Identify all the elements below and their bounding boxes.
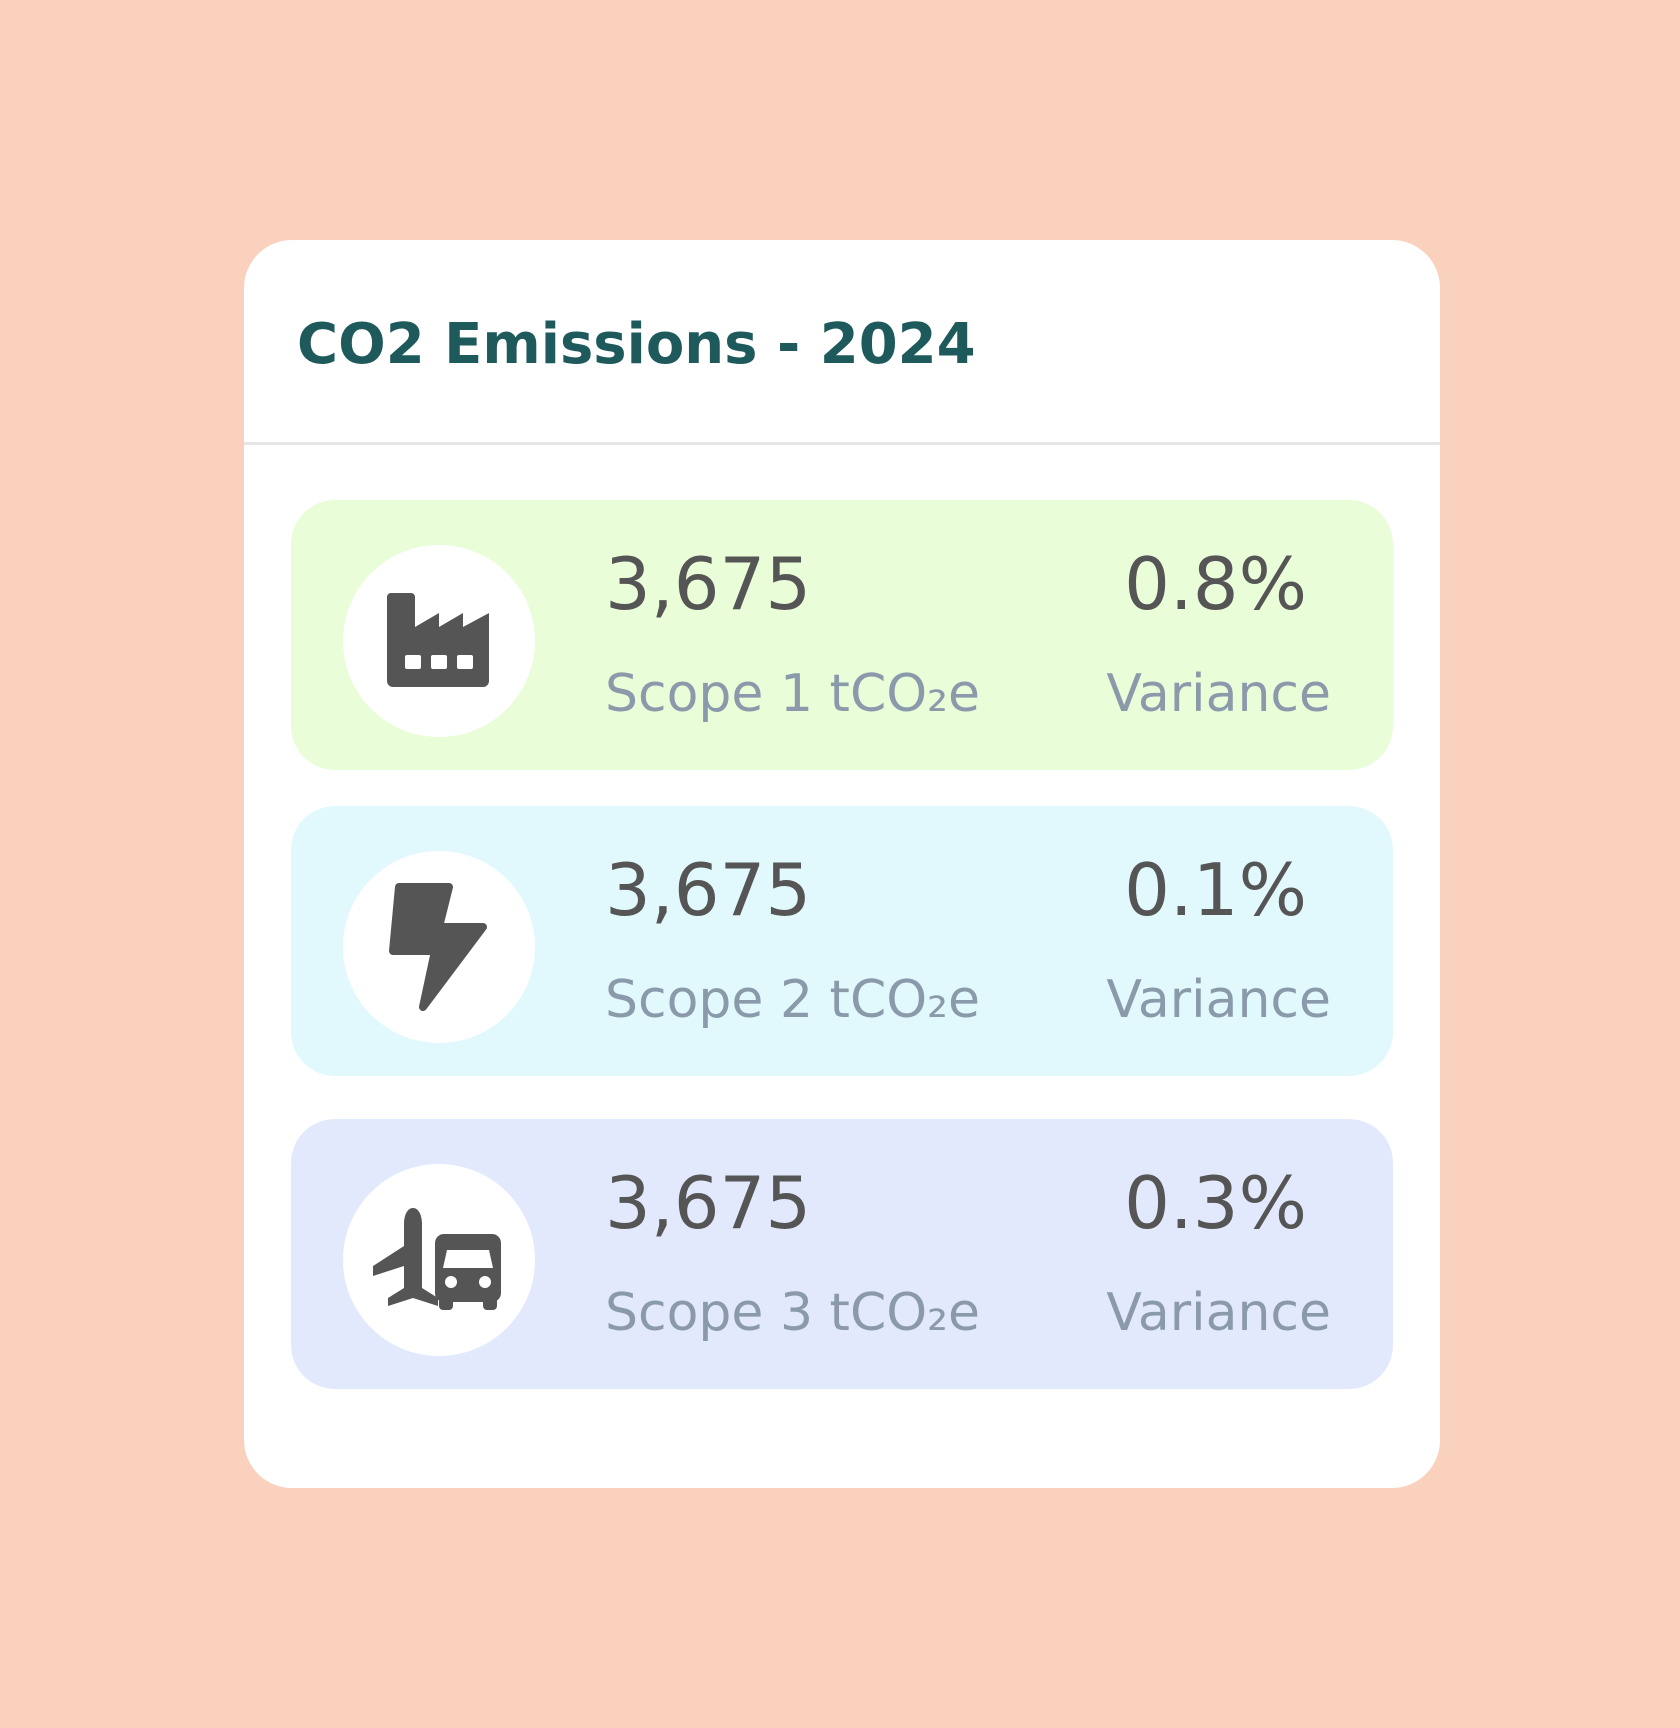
scope-1-label: Scope 1 tCO₂e [605,664,981,724]
scope-3-value: 3,675 [605,1161,812,1245]
lightning-icon [389,883,487,1011]
scope-1-row: 3,675 Scope 1 tCO₂e 0.8% Variance [291,500,1393,770]
scope-3-icon-circle [343,1164,535,1356]
scope-1-variance-label: Variance [1106,664,1331,724]
card-title: CO2 Emissions - 2024 [297,312,976,377]
scope-2-label: Scope 2 tCO₂e [605,970,981,1030]
factory-icon [387,593,489,687]
scope-3-label: Scope 3 tCO₂e [605,1283,981,1343]
scope-3-row: 3,675 Scope 3 tCO₂e 0.3% Variance [291,1119,1393,1389]
scope-3-variance-label: Variance [1106,1283,1331,1343]
scope-1-icon-circle [343,545,535,737]
plane-truck-icon [373,1208,501,1310]
card-header: CO2 Emissions - 2024 [244,240,1440,445]
scope-2-value: 3,675 [605,848,812,932]
scope-3-variance-value: 0.3% [1124,1161,1307,1245]
scope-2-row: 3,675 Scope 2 tCO₂e 0.1% Variance [291,806,1393,1076]
emissions-card: CO2 Emissions - 2024 3,675 Scope 1 tCO₂e… [244,240,1440,1488]
scope-1-value: 3,675 [605,542,812,626]
scope-1-variance-value: 0.8% [1124,542,1307,626]
scope-2-variance-label: Variance [1106,970,1331,1030]
scope-2-icon-circle [343,851,535,1043]
scope-2-variance-value: 0.1% [1124,848,1307,932]
